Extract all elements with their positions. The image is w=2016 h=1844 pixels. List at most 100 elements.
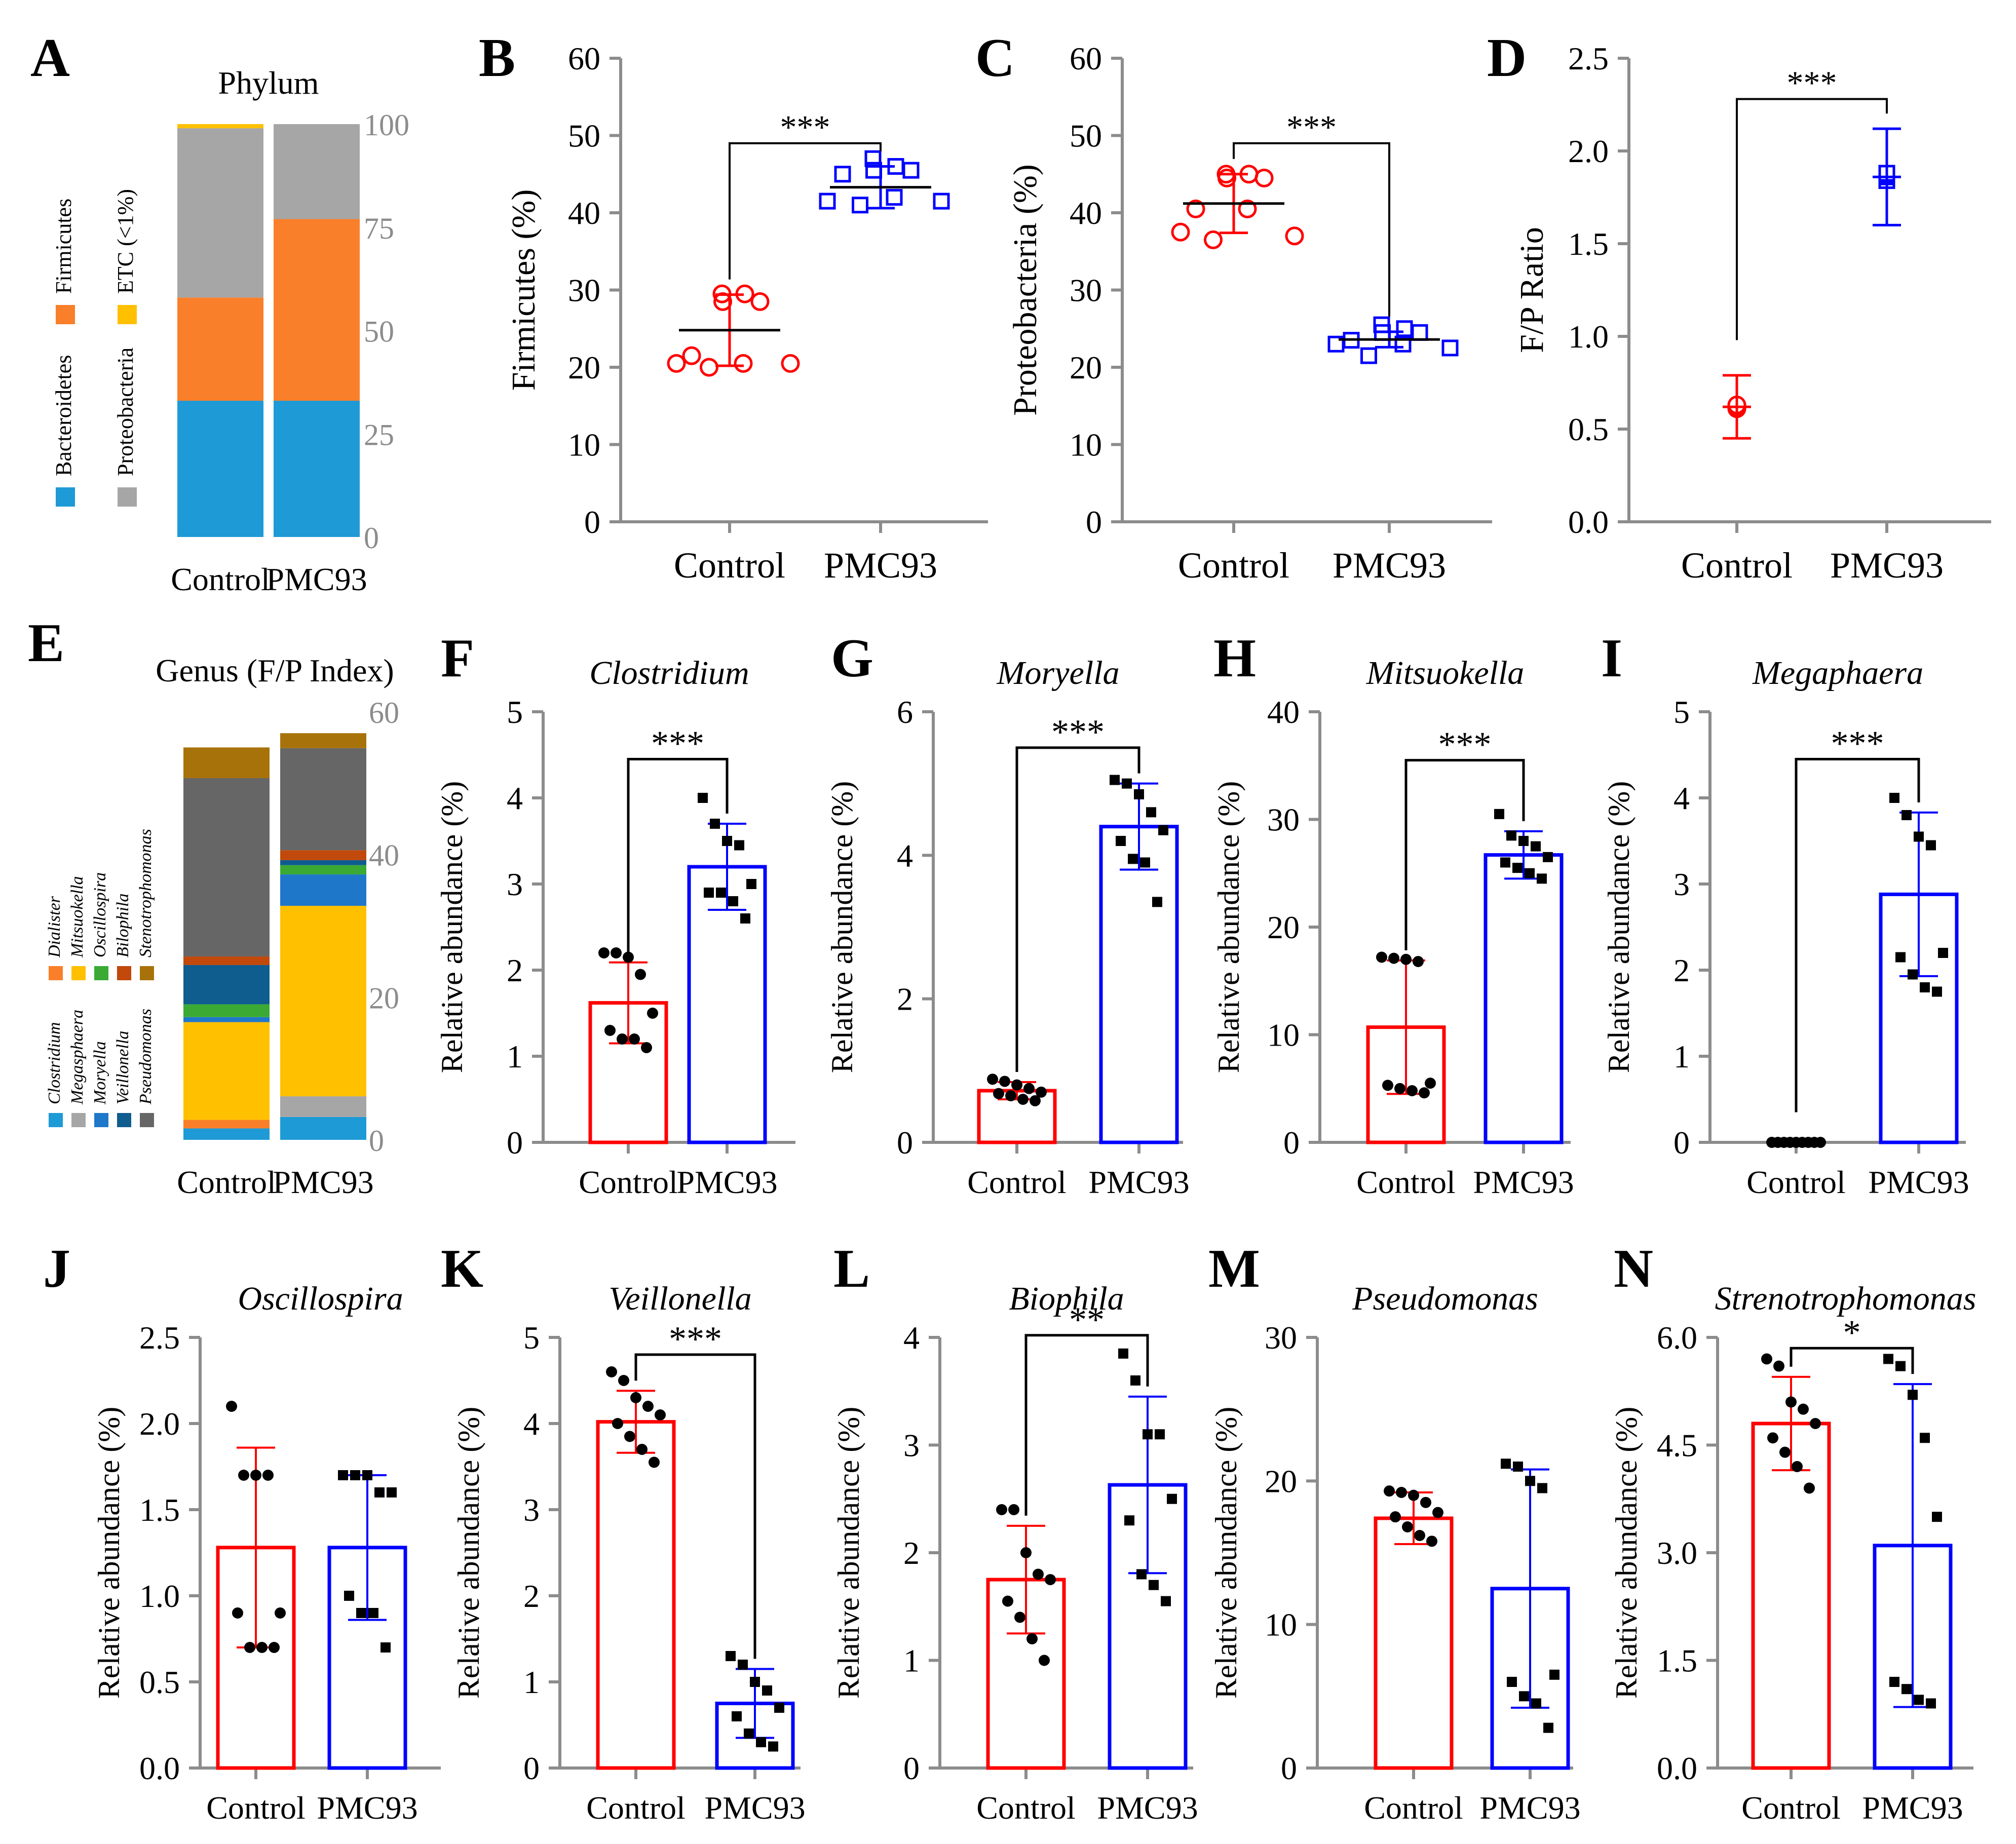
x-tick-label: PMC93 xyxy=(266,561,367,597)
x-tick-label: Control xyxy=(976,1790,1076,1826)
legend-label: Dialister xyxy=(45,896,64,958)
data-point-circle xyxy=(1204,230,1223,249)
data-point-square xyxy=(1146,807,1156,818)
stacked-segment xyxy=(280,906,366,1097)
x-tick-label: Control xyxy=(586,1790,686,1826)
panel-letter-g: G xyxy=(831,628,873,688)
data-point-square xyxy=(362,1470,372,1480)
data-point-square xyxy=(716,888,726,898)
x-tick-label: PMC93 xyxy=(1473,1164,1574,1200)
y-tick-label: 4.5 xyxy=(1657,1428,1697,1464)
data-point-circle xyxy=(996,1504,1007,1515)
data-point-square xyxy=(1543,852,1553,862)
data-point-square xyxy=(710,819,720,829)
data-point-circle xyxy=(1039,1655,1050,1666)
stacked-segment xyxy=(177,128,263,298)
y-tick-label: 75 xyxy=(364,212,394,245)
data-point-circle xyxy=(1792,1461,1803,1472)
data-point-circle xyxy=(999,1075,1010,1087)
y-tick-label: 20 xyxy=(1267,909,1300,945)
data-point-circle xyxy=(1376,951,1387,963)
chart-title: Oscillospira xyxy=(238,1280,403,1317)
x-tick-label: PMC93 xyxy=(1088,1164,1189,1200)
data-point-circle xyxy=(226,1401,237,1412)
significance-label: ** xyxy=(1069,1300,1105,1339)
data-point-circle xyxy=(262,1470,274,1481)
stacked-segment xyxy=(183,1128,270,1140)
data-point-square xyxy=(732,1711,742,1721)
data-point-circle xyxy=(1773,1360,1784,1372)
significance-label: *** xyxy=(651,724,704,763)
legend-label: Proteobacteria xyxy=(113,348,138,476)
data-point-circle xyxy=(1396,1487,1407,1498)
data-point-square xyxy=(1895,1361,1906,1371)
chart-panel-j: 0.0 0.5 1.0 1.5 2.0 2.5 Control PMC93 Relative a… xyxy=(92,1280,441,1826)
data-point-circle xyxy=(623,951,634,963)
data-point-circle xyxy=(1008,1504,1019,1515)
y-tick-label: 2.0 xyxy=(1568,133,1609,169)
y-axis-label: Relative abundance (%) xyxy=(1212,781,1245,1073)
y-tick-label: 10 xyxy=(1070,427,1102,463)
panel-letter-i: I xyxy=(1601,628,1622,688)
stacked-segment xyxy=(183,747,270,778)
data-point-square xyxy=(1494,809,1504,819)
legend-swatch xyxy=(49,966,63,980)
y-tick-label: 1.0 xyxy=(1568,319,1609,355)
data-point-circle xyxy=(1026,1633,1038,1644)
data-point-circle xyxy=(604,1025,616,1036)
data-point-square xyxy=(722,836,732,846)
y-tick-label: 0.5 xyxy=(139,1664,180,1700)
data-point-circle xyxy=(655,1409,666,1420)
data-point-circle xyxy=(1414,1530,1425,1541)
data-point-square xyxy=(746,879,756,889)
x-tick-label: Control xyxy=(1741,1790,1841,1826)
x-tick-label: Control xyxy=(1681,545,1793,586)
data-point-square xyxy=(1116,836,1126,846)
data-point-circle xyxy=(617,1033,628,1045)
data-point-circle xyxy=(1002,1595,1013,1607)
data-point-square xyxy=(1143,1429,1153,1440)
data-point-square xyxy=(1519,1691,1529,1702)
significance-label: *** xyxy=(669,1320,722,1359)
stacked-segment xyxy=(280,1096,366,1117)
legend-swatch xyxy=(56,487,75,507)
data-point-circle xyxy=(1406,1085,1418,1096)
data-point-circle xyxy=(1426,1535,1437,1547)
data-point-square xyxy=(1537,873,1547,884)
significance-label: *** xyxy=(1438,725,1492,764)
data-point-square xyxy=(1158,825,1168,835)
significance-bracket xyxy=(1795,758,1920,1112)
panel-letter-l: L xyxy=(833,1239,870,1299)
x-tick-label: Control xyxy=(579,1164,678,1200)
chart-panel-g: 0 2 4 6 Control PMC93 Relative abundance (%) Mo… xyxy=(825,655,1190,1200)
stacked-segment xyxy=(280,865,366,875)
data-point-square xyxy=(1134,789,1144,799)
data-point-square xyxy=(1167,1493,1177,1504)
data-point-square xyxy=(756,1737,766,1747)
y-tick-label: 1.0 xyxy=(139,1578,180,1614)
chart-title: Moryella xyxy=(997,655,1120,692)
y-tick-label: 10 xyxy=(1267,1017,1300,1053)
significance-bracket xyxy=(634,1353,756,1659)
y-tick-label: 10 xyxy=(568,427,600,463)
y-tick-label: 1 xyxy=(507,1039,523,1074)
data-point-circle xyxy=(1413,956,1424,967)
x-tick-label: PMC93 xyxy=(1097,1790,1198,1826)
chart-title: Clostridium xyxy=(589,655,749,692)
data-point-circle xyxy=(1020,1547,1032,1558)
y-tick-label: 3 xyxy=(903,1428,920,1464)
data-point-square xyxy=(1128,854,1138,864)
data-point-circle xyxy=(1186,199,1205,218)
y-tick-label: 20 xyxy=(1070,350,1102,386)
chart-title: Genus (F/P Index) xyxy=(156,652,394,688)
stacked-segment xyxy=(274,124,360,219)
panel-letter-f: F xyxy=(441,628,474,688)
data-point-circle xyxy=(1785,1396,1797,1408)
x-tick-label: PMC93 xyxy=(1868,1164,1969,1200)
legend-swatch xyxy=(118,305,137,324)
data-point-square xyxy=(1549,1669,1559,1680)
panel-letter-a: A xyxy=(30,28,70,88)
